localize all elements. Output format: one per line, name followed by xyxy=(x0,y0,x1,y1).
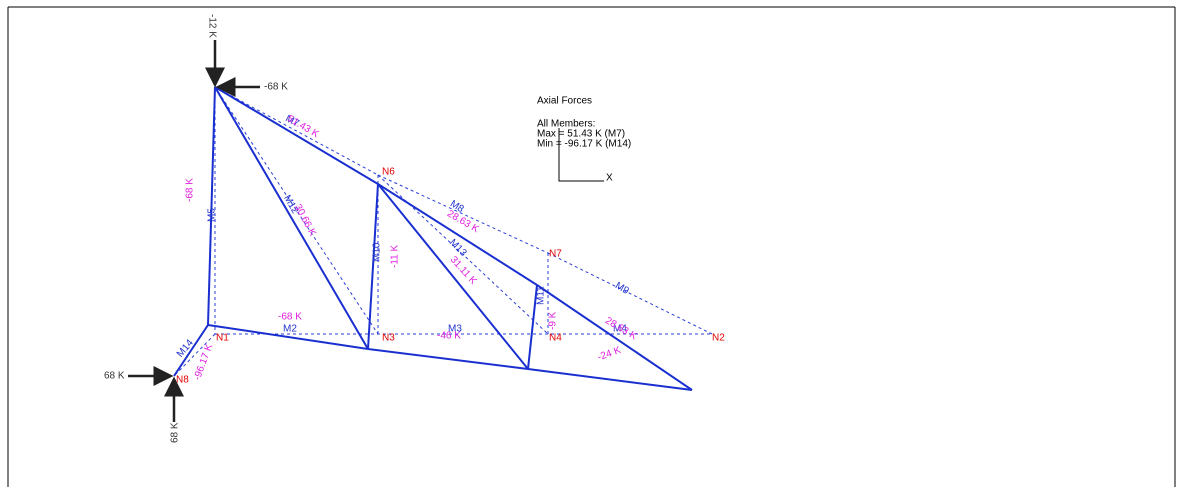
load-arrows xyxy=(128,40,260,422)
legend-min: Min = -96.17 K (M14) xyxy=(537,139,631,150)
force-label: -68 K xyxy=(278,312,302,323)
force-label: 31.11 K xyxy=(448,254,479,287)
node-label: N6 xyxy=(382,167,395,178)
node-label: N4 xyxy=(549,333,562,344)
legend: Axial Forces All Members: Max = 51.43 K … xyxy=(537,96,631,184)
member-label: M11 xyxy=(536,286,547,305)
load-label: 68 K xyxy=(170,422,181,443)
load-label: -68 K xyxy=(264,82,288,93)
force-label: -24 K xyxy=(596,345,623,364)
force-label: 30.66 K xyxy=(292,202,318,238)
load-label: -12 K xyxy=(206,14,217,38)
force-label: -11 K xyxy=(390,245,401,268)
force-label: -46 K xyxy=(437,331,461,342)
member-label: M5 xyxy=(207,208,218,222)
load-label: 68 K xyxy=(104,371,125,382)
member-label: M9 xyxy=(613,280,631,297)
legend-title: Axial Forces xyxy=(537,96,592,107)
node-label: N7 xyxy=(549,249,562,260)
node-label: N3 xyxy=(382,333,395,344)
force-label: -68 K xyxy=(185,178,196,202)
screen: Axial Forces All Members: Max = 51.43 K … xyxy=(0,0,1182,487)
node-label: N1 xyxy=(216,333,229,344)
force-label: 51.43 K xyxy=(285,113,321,140)
force-label: -96.17 K xyxy=(192,342,215,382)
force-label: 28.63 K xyxy=(603,315,639,342)
node-label: N2 xyxy=(712,333,725,344)
node-label: N8 xyxy=(176,375,189,386)
member-label: M10 xyxy=(372,242,383,262)
force-label: -9 K xyxy=(548,311,559,330)
axis-label: X xyxy=(606,173,613,184)
member-label: M2 xyxy=(283,324,297,335)
